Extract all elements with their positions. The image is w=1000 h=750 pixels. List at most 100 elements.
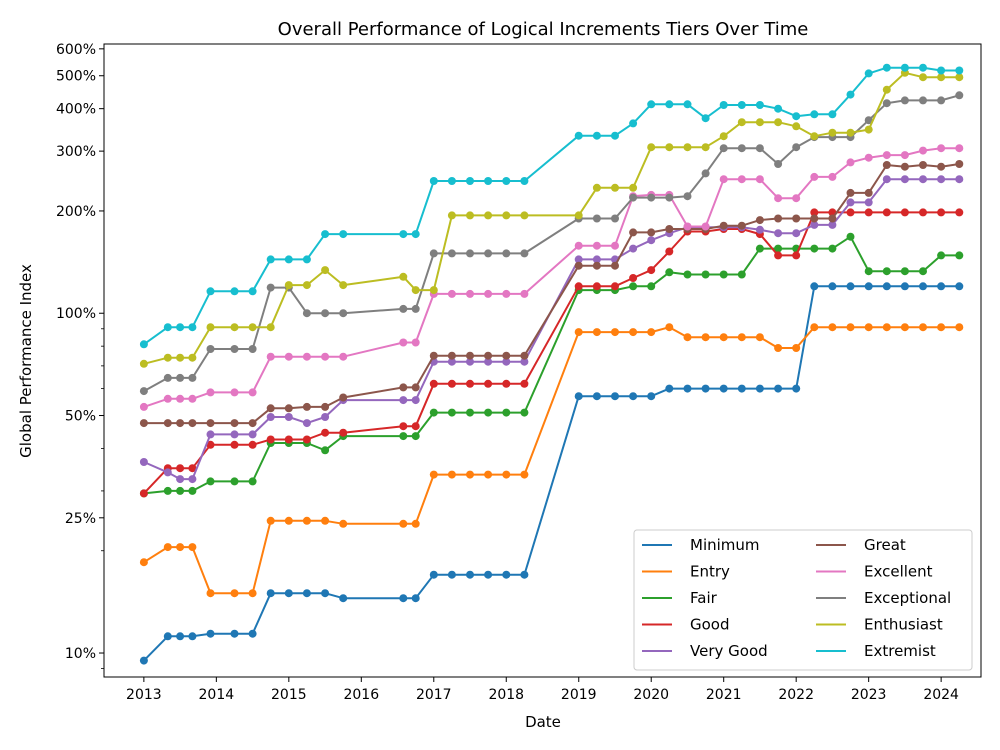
data-point xyxy=(574,282,583,291)
data-point xyxy=(139,387,148,396)
data-point xyxy=(937,66,946,75)
data-point xyxy=(955,282,964,291)
data-point xyxy=(810,244,819,253)
data-point xyxy=(520,408,529,417)
data-point xyxy=(611,282,619,291)
series-fair xyxy=(139,232,964,498)
data-point xyxy=(683,143,692,152)
data-point xyxy=(647,392,656,401)
data-point xyxy=(188,464,197,473)
data-point xyxy=(284,435,293,444)
data-point xyxy=(665,323,674,332)
data-point xyxy=(411,396,420,405)
data-point xyxy=(484,351,493,360)
data-point xyxy=(399,304,408,313)
data-point xyxy=(188,419,197,428)
data-point xyxy=(810,110,819,119)
data-point xyxy=(447,211,456,220)
data-point xyxy=(665,143,674,152)
data-point xyxy=(919,208,927,217)
data-point xyxy=(737,384,746,393)
data-point xyxy=(955,251,964,260)
data-point xyxy=(937,96,946,105)
series-good xyxy=(139,208,964,498)
data-point xyxy=(176,475,185,484)
data-point xyxy=(828,110,837,119)
data-point xyxy=(321,446,330,455)
data-point xyxy=(429,177,438,185)
data-point xyxy=(737,101,746,109)
x-tick-label: 2019 xyxy=(561,687,597,703)
data-point xyxy=(429,408,438,417)
data-point xyxy=(846,188,855,197)
data-point xyxy=(466,177,474,185)
data-point xyxy=(248,589,257,598)
data-point xyxy=(230,477,239,486)
data-point xyxy=(520,570,529,579)
data-point xyxy=(321,230,330,239)
data-point xyxy=(937,323,946,332)
data-point xyxy=(139,558,148,567)
data-point xyxy=(919,282,927,291)
data-point xyxy=(810,214,819,223)
plot-area xyxy=(103,43,982,678)
data-point xyxy=(520,289,529,298)
data-point xyxy=(339,428,348,437)
x-tick-label: 2014 xyxy=(199,687,235,703)
data-point xyxy=(900,282,909,291)
data-point xyxy=(719,144,728,153)
data-point xyxy=(188,475,197,484)
data-point xyxy=(900,267,909,276)
data-point xyxy=(882,208,891,217)
data-point xyxy=(188,394,197,403)
data-point xyxy=(737,144,746,153)
data-point xyxy=(810,208,819,217)
data-point xyxy=(447,289,456,298)
data-point xyxy=(321,352,330,361)
data-point xyxy=(737,118,746,127)
data-point xyxy=(864,153,873,162)
data-point xyxy=(248,287,257,296)
data-point xyxy=(955,160,964,168)
data-point xyxy=(701,222,710,231)
data-point xyxy=(937,282,946,291)
data-point xyxy=(683,192,692,201)
data-point xyxy=(466,470,474,479)
data-point xyxy=(828,244,837,253)
data-point xyxy=(248,440,257,449)
data-point xyxy=(592,214,601,223)
data-point xyxy=(574,241,583,250)
data-point xyxy=(574,261,583,270)
legend: Minimum Entry Fair Good Very Good Great Excell… xyxy=(633,529,973,671)
data-point xyxy=(647,266,656,275)
data-point xyxy=(629,274,638,282)
data-point xyxy=(484,357,493,366)
data-point xyxy=(466,289,474,298)
data-point xyxy=(411,594,420,603)
data-point xyxy=(339,519,348,528)
data-point xyxy=(302,281,311,290)
x-tick-label: 2021 xyxy=(706,687,742,703)
data-point xyxy=(846,128,855,137)
data-point xyxy=(864,282,873,291)
data-point xyxy=(755,144,764,153)
data-point xyxy=(792,344,801,352)
data-point xyxy=(846,90,855,99)
data-point xyxy=(447,379,456,388)
data-point xyxy=(399,432,408,441)
data-point xyxy=(266,435,275,444)
data-point xyxy=(864,208,873,217)
data-point xyxy=(139,340,148,349)
data-point xyxy=(864,125,873,134)
data-point xyxy=(248,477,257,486)
data-point xyxy=(647,143,656,152)
data-point xyxy=(919,175,927,184)
data-point xyxy=(828,323,837,332)
data-point xyxy=(163,323,172,332)
data-point xyxy=(447,357,456,366)
data-point xyxy=(665,384,674,393)
data-point xyxy=(284,404,293,413)
data-point xyxy=(466,211,474,220)
data-point xyxy=(284,281,293,290)
data-point xyxy=(774,229,783,238)
